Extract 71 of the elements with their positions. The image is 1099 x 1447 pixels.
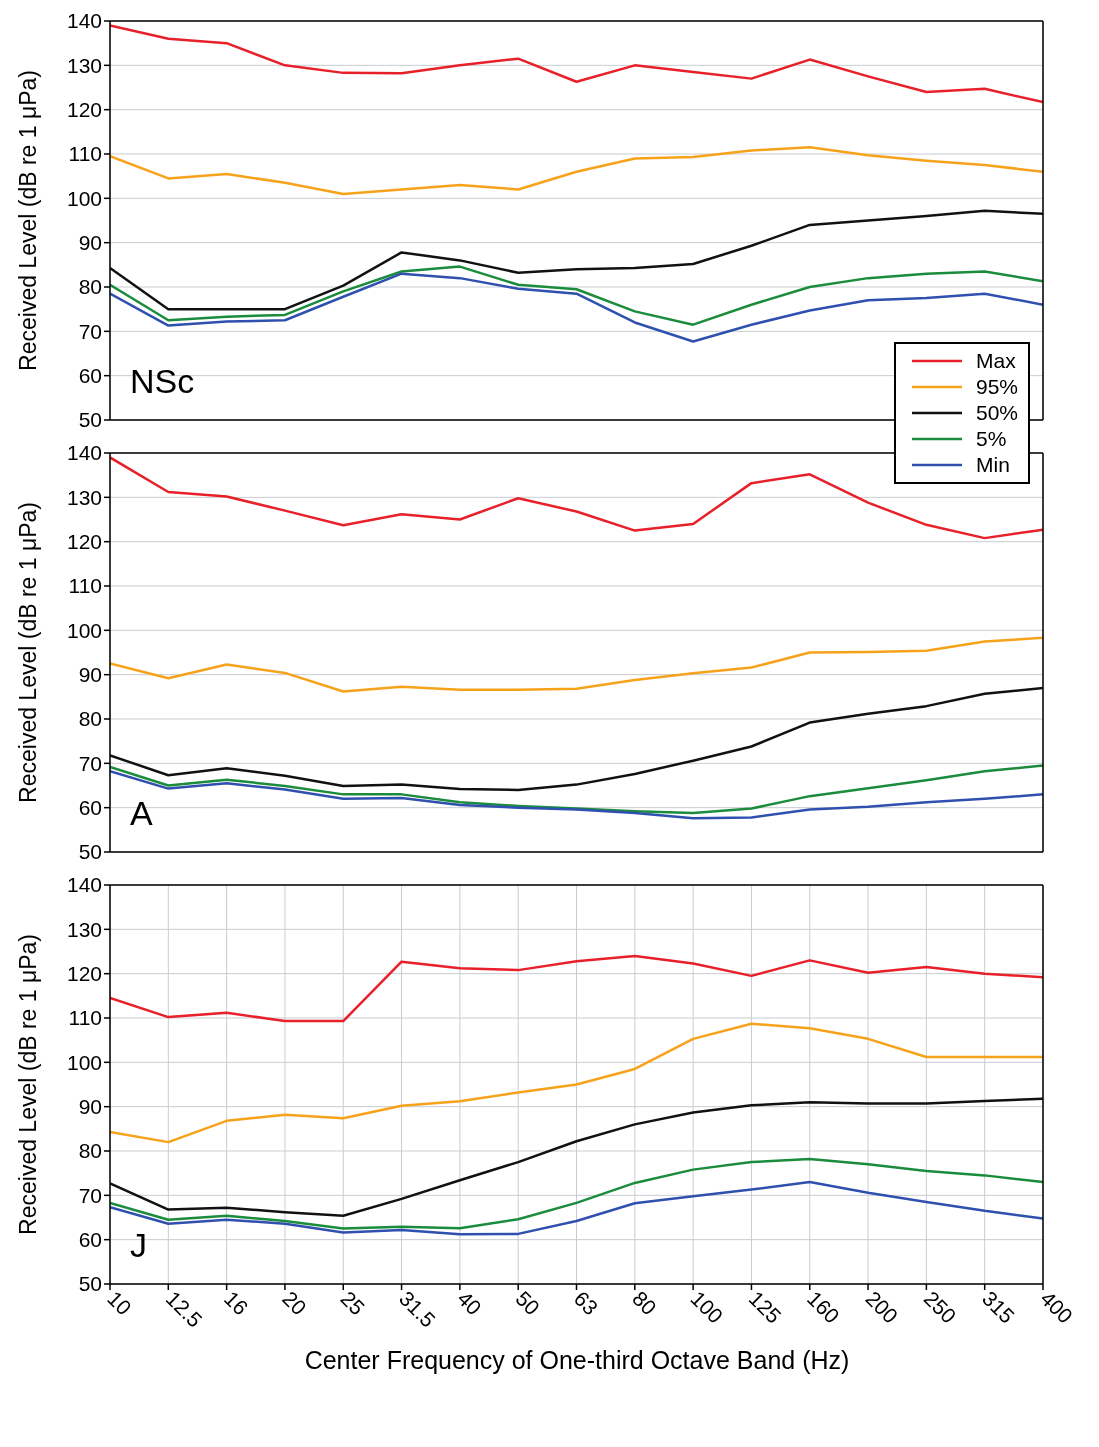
- legend-label: 5%: [975, 427, 1007, 451]
- y-tick-label: 90: [78, 1095, 102, 1119]
- y-tick-label: 70: [78, 1183, 102, 1207]
- y-tick-label: 110: [68, 1006, 102, 1030]
- y-tick-label: 50: [78, 408, 102, 432]
- y-tick-label: 80: [78, 707, 102, 731]
- y-axis-title: Received Level (dB re 1 μPa): [14, 933, 42, 1235]
- x-tick-label: 160: [803, 1286, 845, 1328]
- legend-label: 95%: [975, 375, 1018, 399]
- x-tick-label: 12.5: [161, 1286, 207, 1332]
- line-series: [110, 24, 1043, 104]
- x-tick-label: 20: [278, 1286, 311, 1320]
- line-series: [110, 686, 1043, 792]
- x-tick-label: 250: [919, 1286, 961, 1328]
- line-series: [110, 954, 1043, 1023]
- annotation: NSc: [130, 362, 195, 401]
- x-tick-label: 31.5: [394, 1286, 440, 1332]
- y-tick-label: 90: [78, 231, 102, 255]
- x-tick-label: 80: [628, 1286, 661, 1320]
- x-tick-label: 63: [569, 1286, 603, 1320]
- y-tick-label: 80: [78, 275, 102, 299]
- x-tick-label: 125: [744, 1286, 786, 1328]
- annotation: A: [130, 794, 153, 833]
- y-tick-label: 110: [68, 574, 102, 598]
- legend-label: Min: [975, 453, 1010, 477]
- x-tick-label: 16: [219, 1286, 253, 1320]
- line-series: [110, 146, 1043, 196]
- y-tick-label: 110: [68, 142, 102, 166]
- y-tick-label: 100: [66, 1050, 102, 1074]
- line-series: [110, 636, 1043, 693]
- line-series: [110, 265, 1043, 326]
- line-series: [110, 209, 1043, 311]
- y-tick-label: 130: [66, 917, 102, 941]
- y-tick-label: 80: [78, 1139, 102, 1163]
- y-tick-label: 50: [78, 840, 102, 864]
- x-tick-label: 50: [511, 1286, 545, 1320]
- x-tick-label: 100: [686, 1286, 728, 1328]
- x-axis-title: Center Frequency of One-third Octave Band (Hz): [303, 1346, 851, 1376]
- y-tick-label: 130: [66, 485, 102, 509]
- x-tick-label: 315: [977, 1286, 1019, 1328]
- legend-label: Max: [975, 349, 1016, 373]
- y-tick-label: 130: [66, 53, 102, 77]
- y-tick-label: 100: [66, 618, 102, 642]
- y-tick-label: 90: [78, 663, 102, 687]
- y-tick-label: 140: [66, 441, 102, 465]
- line-series: [110, 1157, 1043, 1230]
- line-series: [110, 1097, 1043, 1217]
- y-tick-label: 140: [66, 873, 102, 897]
- y-axis-title: Received Level (dB re 1 μPa): [14, 501, 42, 803]
- y-tick-label: 70: [78, 751, 102, 775]
- y-tick-label: 60: [78, 1228, 102, 1252]
- line-series: [110, 1022, 1043, 1144]
- x-tick-label: 400: [1036, 1286, 1078, 1328]
- y-tick-label: 120: [66, 530, 102, 554]
- legend-label: 50%: [975, 401, 1018, 425]
- x-tick-label: 200: [861, 1286, 903, 1328]
- line-series: [110, 456, 1043, 540]
- y-tick-label: 70: [78, 319, 102, 343]
- y-tick-label: 120: [66, 98, 102, 122]
- y-tick-label: 140: [66, 9, 102, 33]
- x-tick-label: 10: [103, 1286, 137, 1320]
- x-tick-label: 40: [453, 1286, 486, 1320]
- line-series: [110, 1180, 1043, 1236]
- y-tick-label: 60: [78, 796, 102, 820]
- line-series: [110, 272, 1043, 343]
- annotation: J: [130, 1226, 147, 1265]
- y-tick-label: 100: [66, 186, 102, 210]
- y-axis-title: Received Level (dB re 1 μPa): [14, 69, 42, 371]
- y-tick-label: 120: [66, 962, 102, 986]
- y-tick-label: 60: [78, 364, 102, 388]
- x-tick-label: 25: [336, 1286, 370, 1320]
